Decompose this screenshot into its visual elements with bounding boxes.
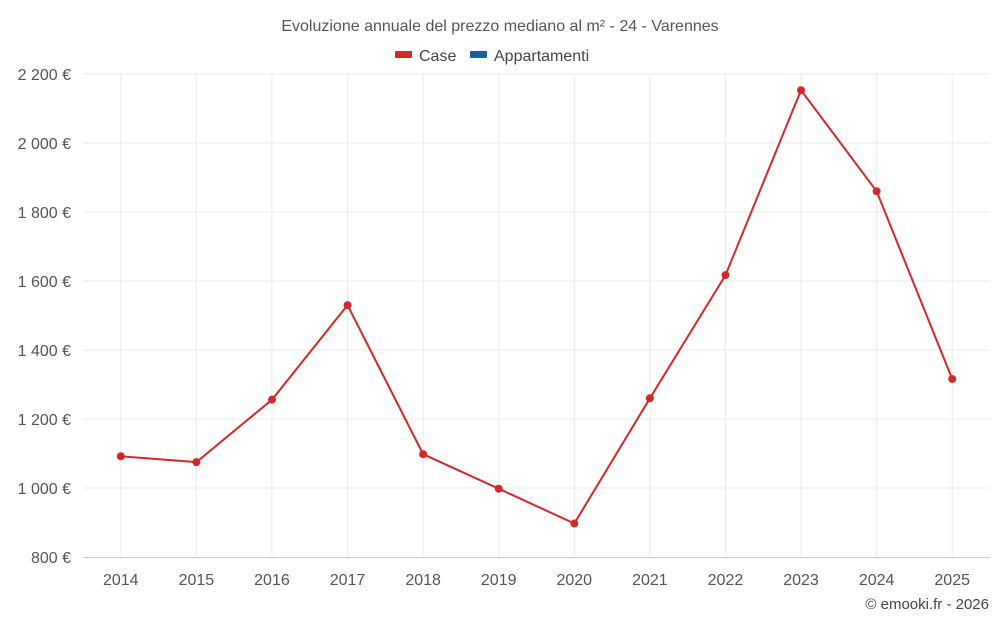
y-tick-label: 1 800 € xyxy=(18,205,71,222)
data-point-case xyxy=(797,86,806,95)
data-point-case xyxy=(721,271,730,280)
data-point-case xyxy=(116,452,125,461)
data-point-case xyxy=(192,458,201,467)
y-tick-label: 1 600 € xyxy=(18,274,71,291)
x-tick-label: 2021 xyxy=(632,572,668,589)
legend-label-case: Case xyxy=(419,48,456,65)
x-tick-label: 2023 xyxy=(783,572,819,589)
x-tick-label: 2018 xyxy=(405,572,441,589)
x-tick-label: 2014 xyxy=(103,572,139,589)
legend-swatch-case xyxy=(395,51,412,58)
y-tick-label: 2 000 € xyxy=(18,136,71,153)
y-tick-label: 1 000 € xyxy=(18,481,71,498)
x-tick-label: 2025 xyxy=(934,572,970,589)
x-tick-label: 2024 xyxy=(859,572,895,589)
x-tick-label: 2019 xyxy=(481,572,517,589)
legend-item-case[interactable]: Case xyxy=(395,48,456,65)
x-tick-label: 2017 xyxy=(330,572,366,589)
y-tick-label: 2 200 € xyxy=(18,67,71,84)
chart-title: Evoluzione annuale del prezzo mediano al… xyxy=(281,18,718,35)
data-point-case xyxy=(645,394,654,403)
legend: Case Appartamenti xyxy=(395,48,589,65)
legend-label-appartamenti: Appartamenti xyxy=(494,48,589,65)
x-tick-label: 2016 xyxy=(254,572,290,589)
series-line-case xyxy=(120,89,954,525)
data-point-case xyxy=(419,450,428,459)
data-point-case xyxy=(570,519,579,528)
data-point-case xyxy=(948,374,957,383)
legend-swatch-appartamenti xyxy=(470,51,487,58)
x-tick-label: 2015 xyxy=(179,572,215,589)
axes: 800 € 1 000 € 1 200 € 1 400 € 1 600 € 1 800 €… xyxy=(18,67,990,589)
data-point-case xyxy=(267,395,276,404)
y-tick-label: 800 € xyxy=(31,550,71,567)
legend-item-appartamenti[interactable]: Appartamenti xyxy=(470,48,589,65)
data-point-case xyxy=(343,301,352,310)
x-tick-label: 2022 xyxy=(708,572,744,589)
credit-text: © emooki.fr - 2026 xyxy=(865,596,989,613)
data-point-case xyxy=(872,187,881,196)
y-tick-label: 1 400 € xyxy=(18,343,71,360)
data-point-case xyxy=(494,484,503,493)
grid xyxy=(83,73,990,557)
series-case xyxy=(116,86,957,528)
y-tick-label: 1 200 € xyxy=(18,412,71,429)
x-tick-label: 2020 xyxy=(556,572,592,589)
